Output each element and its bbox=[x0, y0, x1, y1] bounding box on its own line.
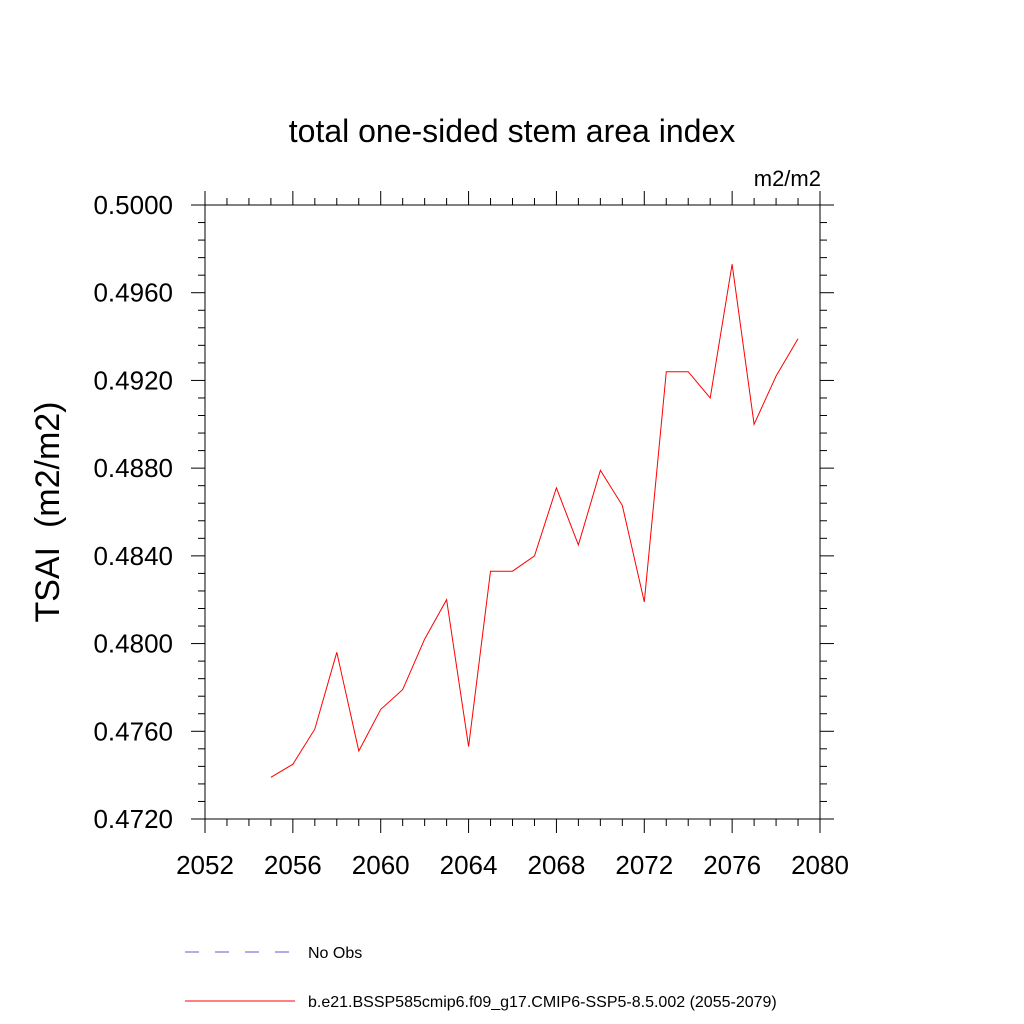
x-tick-label: 2076 bbox=[703, 850, 761, 880]
series-line bbox=[270, 264, 799, 778]
y-tick-label: 0.4840 bbox=[93, 541, 173, 571]
x-tick-label: 2068 bbox=[528, 850, 586, 880]
x-tick-label: 2064 bbox=[440, 850, 498, 880]
y-tick-label: 0.4760 bbox=[93, 716, 173, 746]
y-tick-label: 0.4800 bbox=[93, 629, 173, 659]
legend-label: b.e21.BSSP585cmip6.f09_g17.CMIP6-SSP5-8.… bbox=[308, 994, 777, 1011]
x-tick-label: 2056 bbox=[264, 850, 322, 880]
y-tick-label: 0.4920 bbox=[93, 365, 173, 395]
y-tick-label: 0.5000 bbox=[93, 190, 173, 220]
y-tick-label: 0.4720 bbox=[93, 804, 173, 834]
x-tick-label: 2080 bbox=[791, 850, 849, 880]
y-tick-label: 0.4960 bbox=[93, 278, 173, 308]
legend-label: No Obs bbox=[308, 945, 362, 962]
units-label: m2/m2 bbox=[754, 166, 821, 191]
x-tick-label: 2072 bbox=[615, 850, 673, 880]
axis-tick-labels: 2052 2056 2060 2064 2068 2072 2076 2080 0.4720 0.… bbox=[93, 190, 848, 880]
x-tick-label: 2060 bbox=[352, 850, 410, 880]
y-tick-label: 0.4880 bbox=[93, 453, 173, 483]
axis-ticks bbox=[191, 191, 834, 833]
y-axis-label: TSAI (m2/m2) bbox=[29, 401, 67, 622]
chart-title: total one-sided stem area index bbox=[289, 113, 735, 149]
legend: No Obs b.e21.BSSP585cmip6.f09_g17.CMIP6-S… bbox=[185, 945, 777, 1011]
x-tick-label: 2052 bbox=[176, 850, 234, 880]
series-layer bbox=[270, 264, 799, 778]
plot-frame bbox=[204, 204, 821, 820]
